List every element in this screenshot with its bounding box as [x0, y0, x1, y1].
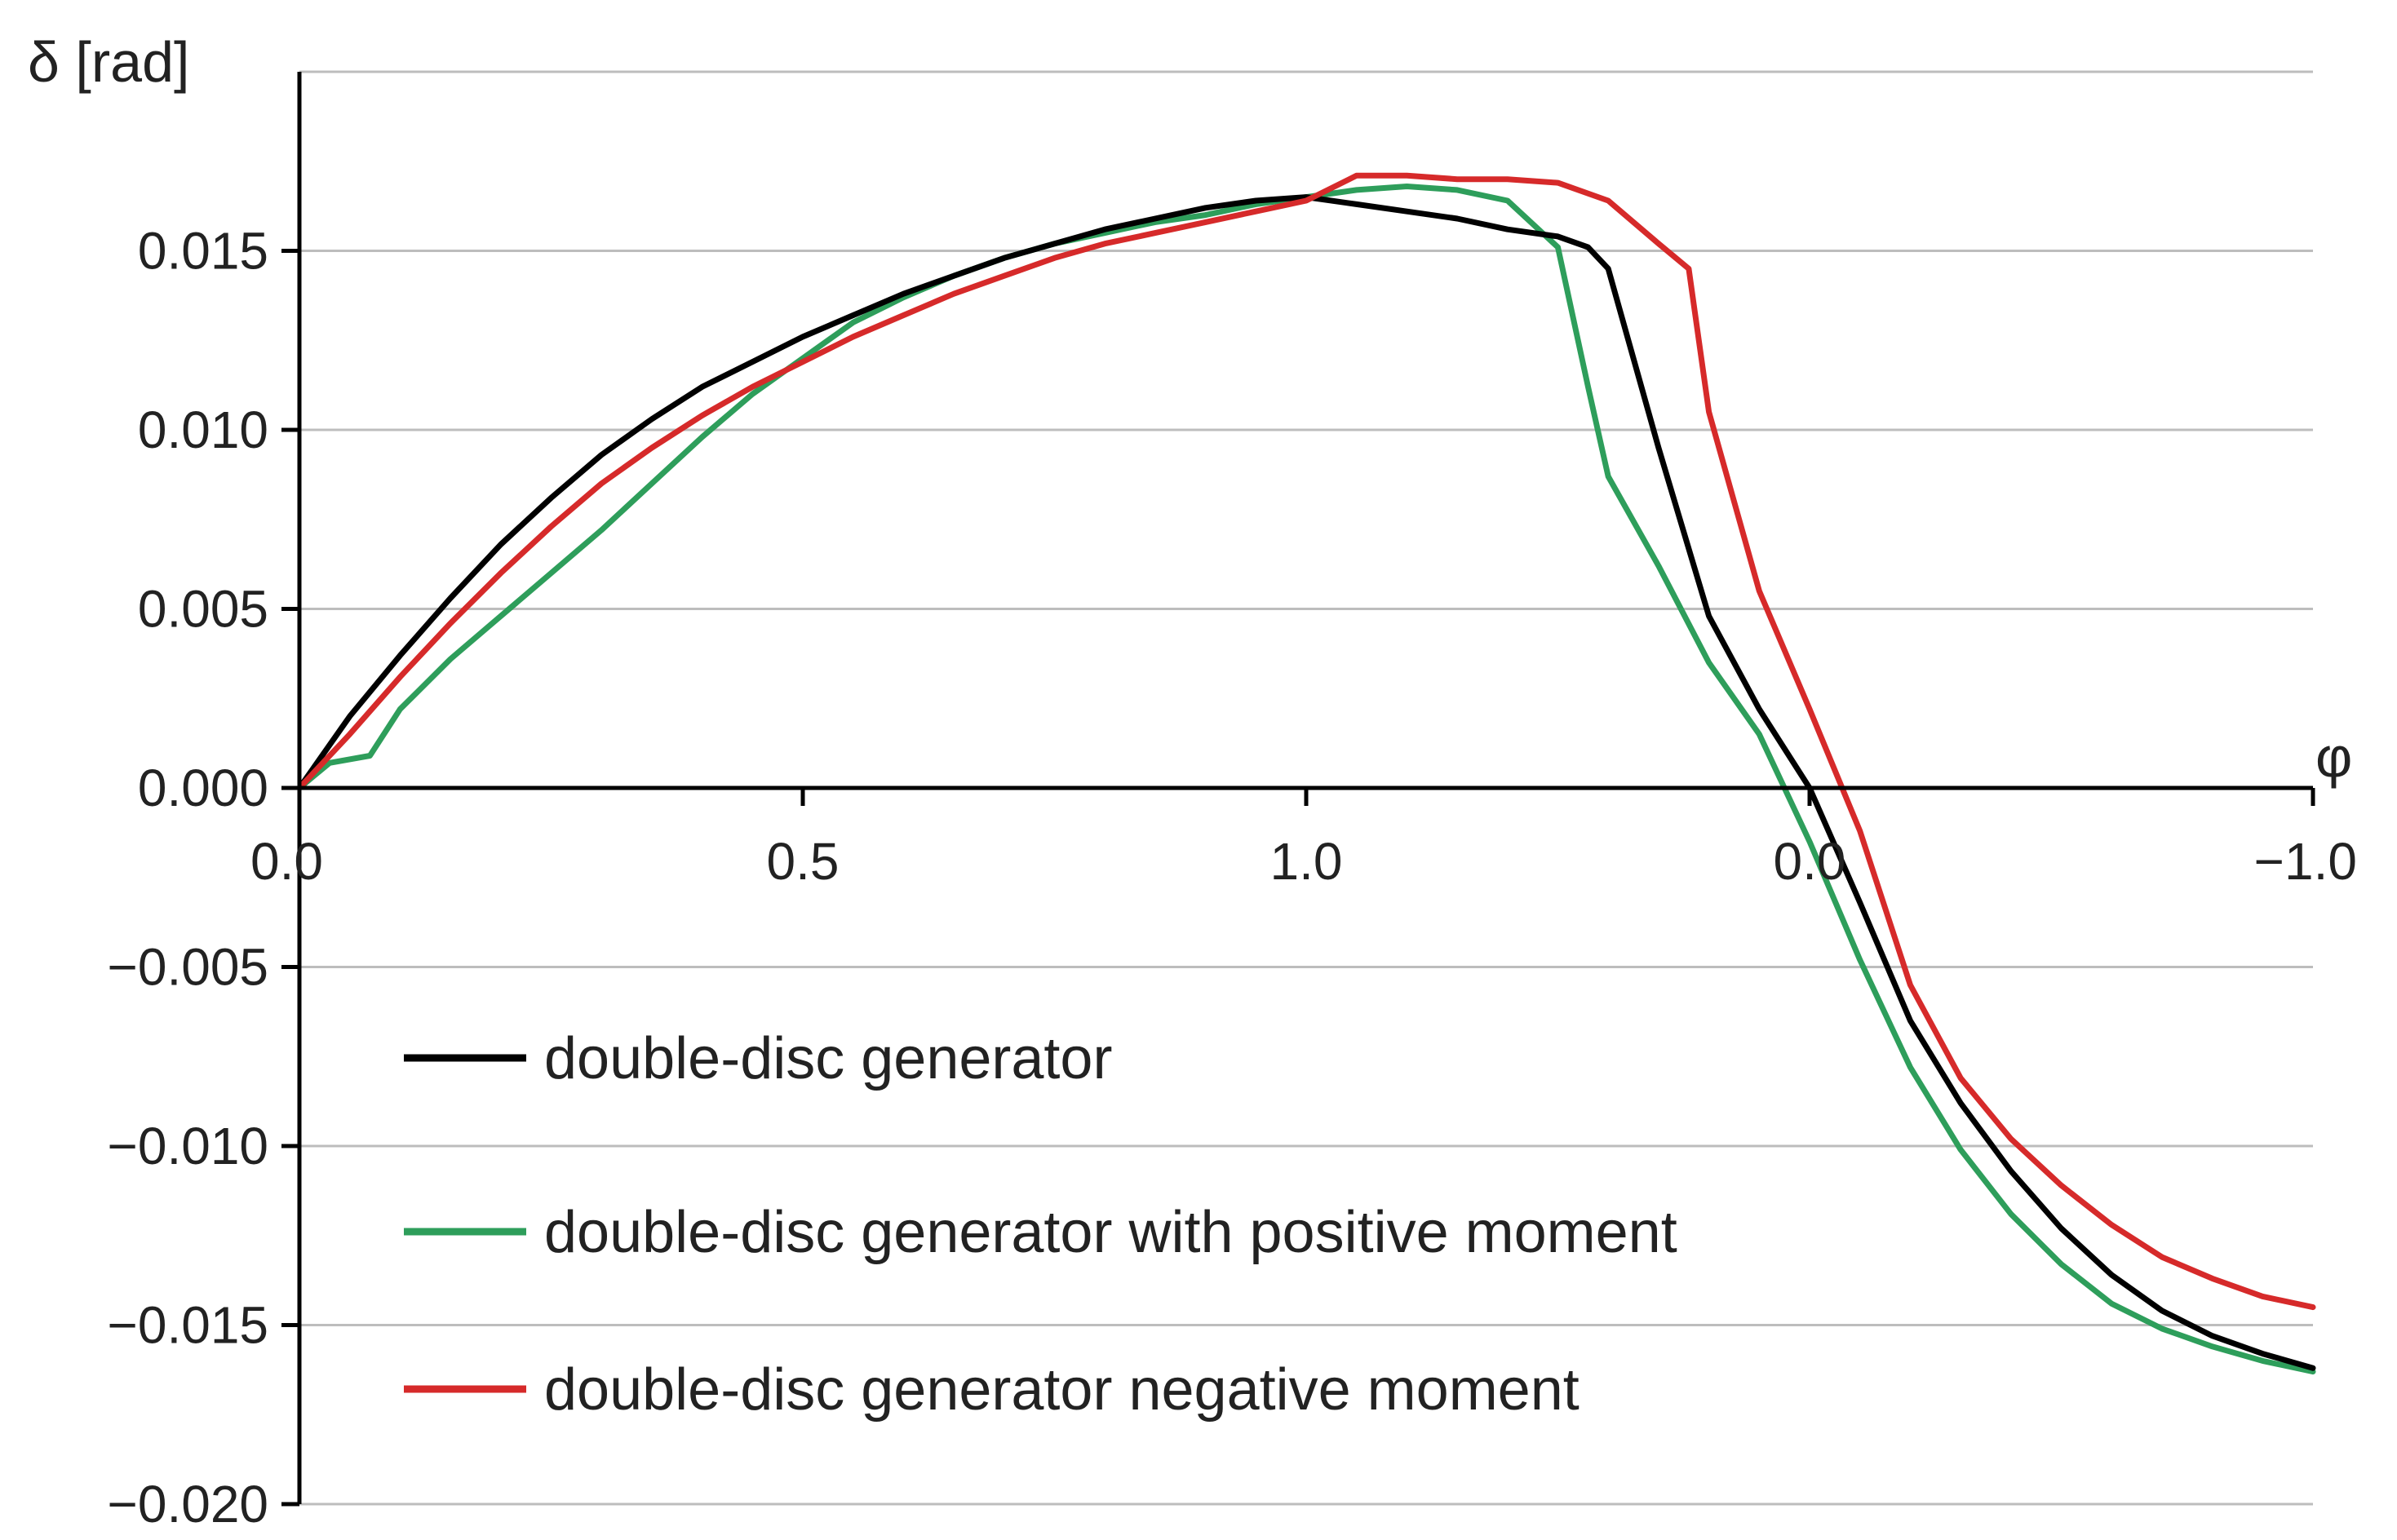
legend-label-3: double-disc generator negative moment [544, 1357, 1580, 1423]
series-line-1 [296, 184, 2316, 1375]
series-lines [296, 172, 2316, 1375]
legend: double-disc generator double-disc genera… [404, 1026, 1677, 1423]
y-tick-label-3: 0.000 [138, 759, 268, 817]
series-line-2 [296, 172, 2316, 1311]
legend-entry-negative-moment: double-disc generator negative moment [404, 1357, 1580, 1423]
x-tick-label-1: 0.5 [767, 832, 840, 891]
legend-entry-double-disc-generator: double-disc generator [404, 1026, 1112, 1091]
y-axis-label: δ [rad] [28, 30, 189, 94]
x-axis-label: φ [2315, 725, 2352, 789]
y-tick-label-5: −0.010 [107, 1117, 268, 1175]
x-tick-label-0: 0.0 [250, 832, 323, 891]
x-tick-label-4: −1.0 [2254, 832, 2357, 891]
axes [281, 72, 2315, 1507]
legend-label-1: double-disc generator [544, 1026, 1112, 1091]
tick-labels: 0.015 0.010 0.005 0.000 −0.005 −0.010 −0.015 −0… [107, 222, 2357, 1534]
y-tick-label-7: −0.020 [107, 1475, 268, 1533]
y-tick-label-4: −0.005 [107, 938, 268, 997]
x-tick-label-3: 0.0 [1774, 832, 1846, 891]
x-tick-label-2: 1.0 [1270, 832, 1343, 891]
y-tick-label-2: 0.005 [138, 580, 268, 639]
y-tick-label-6: −0.015 [107, 1296, 268, 1355]
legend-entry-positive-moment: double-disc generator with positive mome… [404, 1200, 1677, 1265]
legend-label-2: double-disc generator with positive mome… [544, 1200, 1677, 1265]
y-tick-label-0: 0.015 [138, 222, 268, 281]
series-line-0 [296, 194, 2316, 1371]
y-tick-label-1: 0.010 [138, 400, 268, 459]
